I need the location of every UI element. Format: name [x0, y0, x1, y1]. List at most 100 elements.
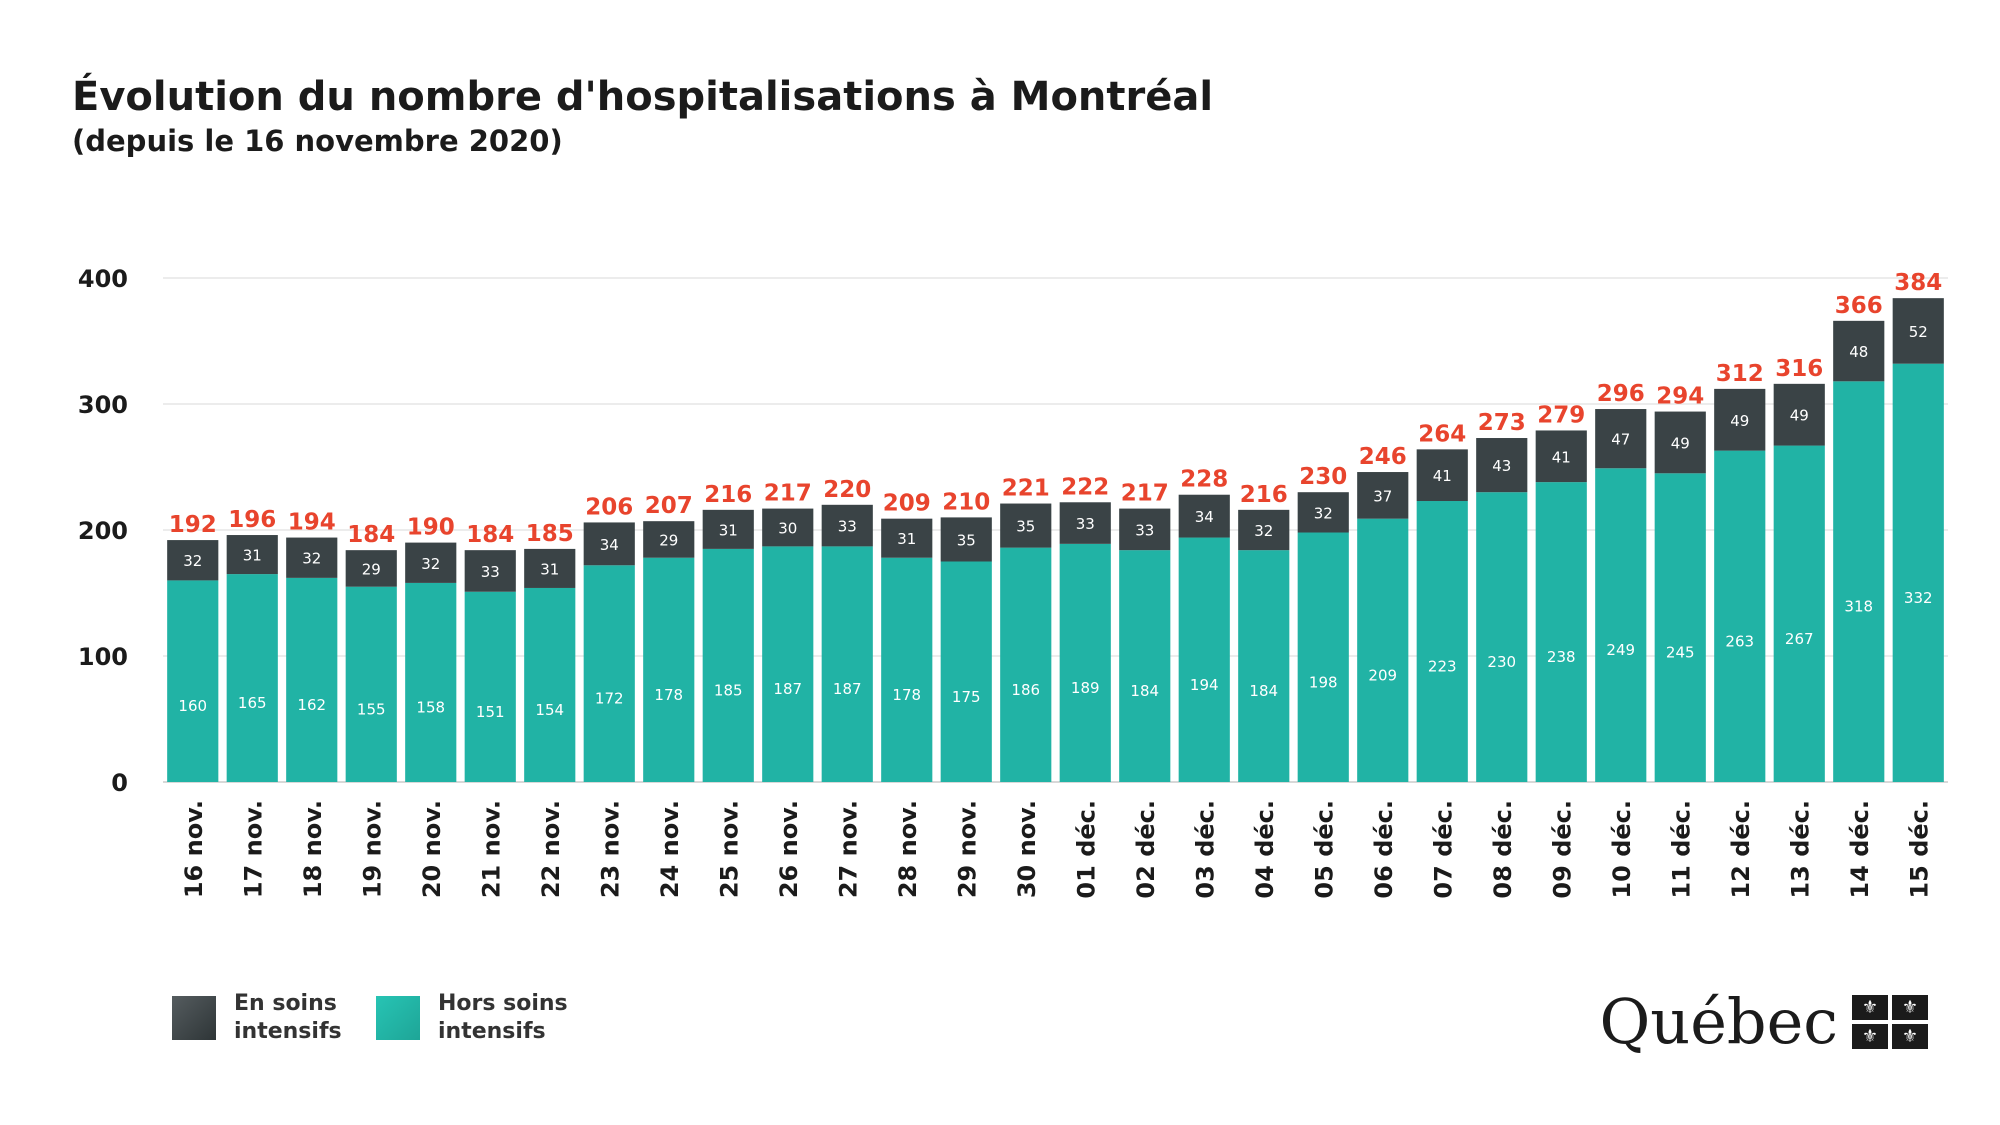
data-label-total: 220 — [823, 477, 871, 503]
data-label-non-icu: 198 — [1309, 673, 1338, 691]
data-label-non-icu: 245 — [1666, 644, 1695, 662]
data-label-icu: 31 — [243, 547, 262, 565]
bar-icu — [583, 522, 635, 566]
data-label-icu: 32 — [421, 555, 440, 573]
bar-non-icu — [1476, 492, 1528, 782]
data-label-non-icu: 151 — [476, 703, 505, 721]
bar-non-icu — [583, 565, 635, 782]
data-label-total: 216 — [1240, 482, 1288, 508]
x-tick-label: 23 nov. — [596, 800, 624, 898]
data-label-icu: 49 — [1790, 407, 1809, 425]
y-tick-label: 300 — [78, 391, 128, 419]
chart-subtitle: (depuis le 16 novembre 2020) — [72, 124, 563, 158]
bar-non-icu — [167, 580, 219, 782]
bar-non-icu — [1654, 473, 1706, 782]
bar-non-icu — [1714, 450, 1766, 782]
bar-icu — [1535, 430, 1587, 483]
x-tick-label: 18 nov. — [299, 800, 327, 898]
data-label-icu: 33 — [1076, 515, 1095, 533]
x-tick-label: 11 déc. — [1667, 800, 1695, 899]
data-label-icu: 49 — [1671, 434, 1690, 452]
data-label-icu: 31 — [719, 521, 738, 539]
data-label-non-icu: 184 — [1249, 682, 1278, 700]
data-label-total: 184 — [466, 522, 514, 548]
bar-icu — [940, 517, 992, 562]
x-tick-label: 27 nov. — [834, 800, 862, 898]
data-label-total: 312 — [1716, 361, 1764, 387]
x-tick-label: 03 déc. — [1191, 800, 1219, 899]
bar-icu — [1476, 438, 1528, 493]
bar-icu — [643, 521, 695, 558]
stacked-bar-chart: 0 100 200 300 400 160 32 192 16 nov. 165 31 196 17 n… — [78, 265, 1948, 899]
data-label-total: 366 — [1835, 293, 1883, 319]
data-label-non-icu: 165 — [238, 694, 267, 712]
data-label-icu: 35 — [957, 531, 976, 549]
data-label-icu: 33 — [838, 518, 857, 536]
x-tick-label: 08 déc. — [1489, 800, 1517, 899]
data-label-total: 185 — [526, 521, 574, 547]
data-label-total: 217 — [1121, 481, 1169, 507]
bar-icu — [1297, 492, 1349, 533]
data-label-non-icu: 209 — [1368, 666, 1397, 684]
x-tick-label: 13 déc. — [1786, 800, 1814, 899]
x-tick-label: 20 nov. — [418, 800, 446, 898]
data-label-total: 294 — [1656, 384, 1704, 410]
bar-icu — [405, 542, 457, 583]
bar-non-icu — [464, 591, 516, 782]
data-label-non-icu: 238 — [1547, 648, 1576, 666]
bar-non-icu — [1357, 518, 1409, 782]
data-label-icu: 32 — [1314, 504, 1333, 522]
bar-non-icu — [524, 587, 576, 782]
x-tick-label: 24 nov. — [656, 800, 684, 898]
bar-icu — [1595, 409, 1647, 469]
data-label-icu: 43 — [1492, 457, 1511, 475]
bar-non-icu — [821, 546, 873, 782]
data-label-icu: 52 — [1909, 323, 1928, 341]
bar-icu — [1416, 449, 1468, 502]
y-tick-label: 200 — [78, 517, 128, 545]
bar-non-icu — [1535, 482, 1587, 782]
bar-non-icu — [1595, 468, 1647, 782]
bar-icu — [524, 548, 576, 588]
y-tick-label: 100 — [78, 643, 128, 671]
legend-item-icu: En soins intensifs — [172, 990, 384, 1046]
x-tick-label: 21 nov. — [477, 800, 505, 898]
data-label-total: 196 — [228, 507, 276, 533]
data-label-icu: 33 — [481, 563, 500, 581]
data-label-non-icu: 162 — [297, 696, 326, 714]
bar-icu — [286, 537, 338, 578]
data-label-icu: 32 — [302, 550, 321, 568]
bar-icu — [345, 550, 397, 587]
y-tick-label: 400 — [78, 265, 128, 293]
data-label-icu: 49 — [1730, 412, 1749, 430]
bar-icu — [1119, 508, 1171, 551]
bar-icu — [1178, 494, 1230, 538]
bar-non-icu — [762, 546, 814, 782]
x-tick-label: 25 nov. — [715, 800, 743, 898]
x-tick-label: 09 déc. — [1548, 800, 1576, 899]
data-label-non-icu: 194 — [1190, 676, 1219, 694]
data-label-non-icu: 184 — [1130, 682, 1159, 700]
bar-icu — [1238, 509, 1290, 551]
x-tick-label: 28 nov. — [894, 800, 922, 898]
data-label-icu: 48 — [1849, 343, 1868, 361]
data-label-icu: 29 — [362, 560, 381, 578]
data-label-total: 230 — [1299, 464, 1347, 490]
bar-icu — [821, 504, 873, 547]
data-label-non-icu: 187 — [773, 680, 802, 698]
x-tick-label: 15 déc. — [1905, 800, 1933, 899]
x-tick-label: 22 nov. — [537, 800, 565, 898]
bar-non-icu — [1238, 550, 1290, 782]
data-label-icu: 31 — [897, 530, 916, 548]
bar-icu — [881, 518, 933, 558]
bar-icu — [1833, 320, 1885, 382]
data-label-total: 222 — [1061, 474, 1109, 500]
x-tick-label: 05 déc. — [1310, 800, 1338, 899]
data-label-total: 228 — [1180, 467, 1228, 493]
data-label-non-icu: 172 — [595, 690, 624, 708]
legend-label-non-icu: Hors soins intensifs — [438, 991, 568, 1044]
bar-icu — [1654, 411, 1706, 474]
x-tick-label: 10 déc. — [1608, 800, 1636, 899]
data-label-icu: 33 — [1135, 521, 1154, 539]
data-label-non-icu: 189 — [1071, 679, 1100, 697]
